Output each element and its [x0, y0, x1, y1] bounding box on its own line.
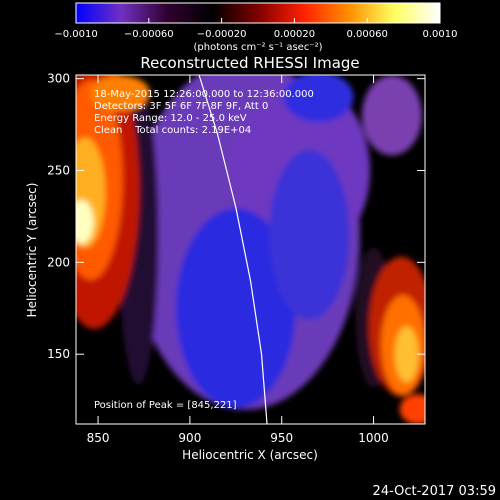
colorbar [75, 2, 441, 24]
x-axis-label: Heliocentric X (arcsec) [182, 448, 318, 462]
colorbar-ticks: −0.0010 −0.00060 −0.00020 0.00020 0.00060 0.0… [54, 18, 458, 40]
colorbar-tick-label: 0.00020 [274, 29, 315, 40]
solar-limb-line [198, 75, 268, 424]
y-tick-label: 150 [47, 347, 70, 361]
x-tick-label: 1000 [358, 431, 389, 445]
emission-region [269, 149, 350, 320]
annotation-detectors: Detectors: 3F 5F 6F 7F 8F 9F, Att 0 [94, 101, 268, 112]
colorbar-tick-label: −0.00020 [197, 29, 247, 40]
emission-region [90, 75, 151, 112]
x-tick-label: 950 [270, 431, 293, 445]
emission-region [76, 199, 94, 244]
emission-region [361, 75, 422, 156]
chart-title: Reconstructed RHESSI Image [140, 54, 359, 72]
colorbar-unit-label: (photons cm⁻² s⁻¹ asec⁻²) [193, 42, 322, 53]
y-tick-label: 250 [47, 164, 70, 178]
annotation-clean-counts: Clean Total counts: 2.19E+04 [94, 125, 251, 136]
x-tick-label: 900 [178, 431, 201, 445]
emission-region [394, 326, 419, 383]
emission-region [399, 394, 425, 424]
emission-region [175, 208, 296, 409]
colorbar-tick-label: −0.00060 [124, 29, 174, 40]
y-axis-label: Heliocentric Y (arcsec) [25, 183, 39, 318]
x-tick-label: 850 [87, 431, 110, 445]
plot-frame [75, 74, 426, 425]
y-tick-label: 300 [47, 72, 70, 86]
colorbar-tick-label: 0.00060 [347, 29, 388, 40]
y-tick-label: 200 [47, 255, 70, 269]
peak-position-label: Position of Peak = [845,221] [94, 400, 237, 411]
colorbar-tick-label: 0.0010 [423, 29, 458, 40]
emission-region [283, 75, 354, 123]
axis-ticks: 850 900 950 1000 150 200 250 300 [47, 72, 425, 445]
heatmap-image [76, 75, 425, 424]
annotation-time-range: 18-May-2015 12:26:00.000 to 12:36:00.000 [94, 89, 314, 100]
annotation-energy-range: Energy Range: 12.0 - 25.0 keV [94, 113, 247, 124]
colorbar-tick-label: −0.0010 [54, 29, 97, 40]
footer-date: 24-Oct-2017 03:59 [373, 484, 496, 499]
